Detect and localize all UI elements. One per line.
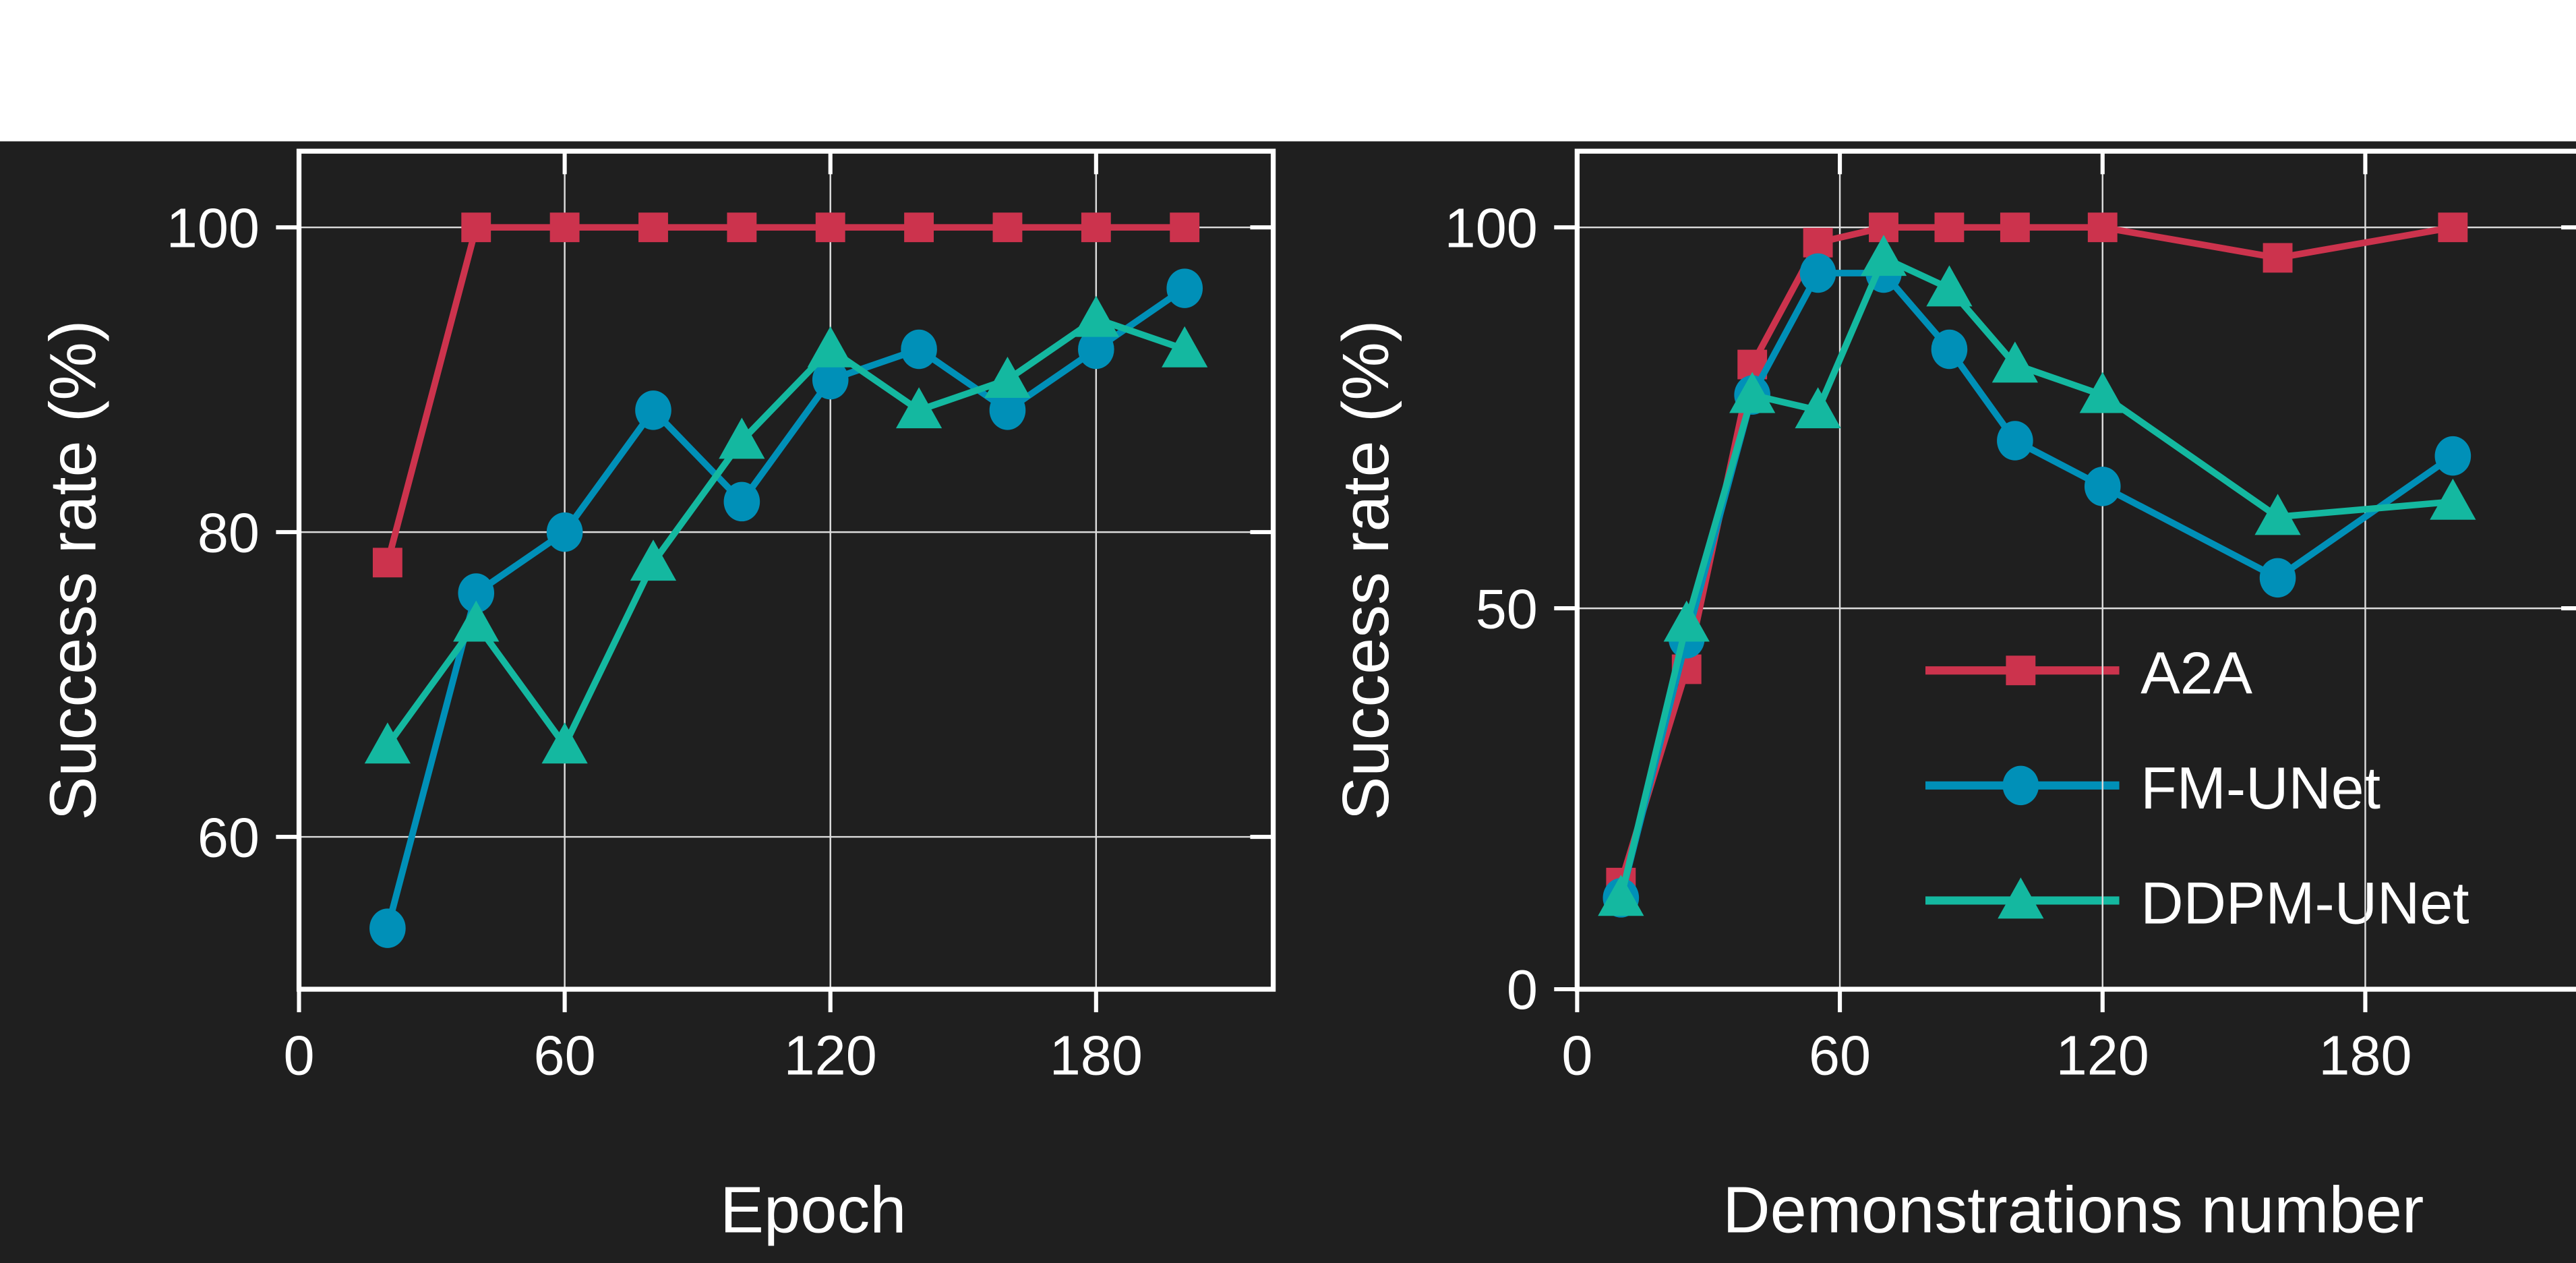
y-tick-label: 60	[198, 806, 260, 869]
data-point	[1598, 875, 1644, 916]
data-point	[815, 212, 845, 243]
data-point	[630, 539, 677, 581]
chart-demonstrations: Success rate (%) Demonstrations number A…	[1329, 148, 2576, 1247]
data-point	[901, 329, 937, 370]
data-point	[1078, 329, 1114, 370]
data-point	[2263, 243, 2293, 273]
data-point	[984, 357, 1031, 398]
data-point	[723, 481, 760, 522]
data-point	[549, 212, 580, 243]
x-tick-label: 120	[784, 1024, 877, 1087]
x-tick-label: 0	[283, 1024, 314, 1087]
y-tick-label: 80	[198, 501, 260, 564]
y-tick-label: 0	[1507, 958, 1538, 1021]
legend-marker	[2002, 765, 2039, 806]
data-point	[1991, 341, 2038, 383]
data-point	[458, 573, 495, 613]
data-point	[719, 417, 765, 459]
data-point	[895, 387, 942, 429]
data-point	[1926, 265, 1973, 307]
data-point	[992, 212, 1023, 243]
data-point	[904, 212, 934, 243]
data-point	[2079, 372, 2126, 413]
data-point	[2434, 436, 2472, 476]
data-point	[727, 212, 757, 243]
data-point	[635, 390, 671, 430]
data-point	[2438, 212, 2468, 243]
ylabel: Success rate (%)	[36, 320, 109, 821]
series-line	[384, 285, 1187, 929]
data-point	[461, 212, 491, 243]
y-tick-label: 100	[167, 196, 260, 259]
xlabel: Epoch	[720, 1173, 906, 1247]
x-tick-label: 0	[1561, 1024, 1592, 1087]
data-point	[2087, 212, 2118, 243]
data-point	[372, 548, 402, 578]
x-tick-label: 180	[1050, 1024, 1143, 1087]
data-point	[1162, 326, 1208, 368]
data-point	[2000, 212, 2030, 243]
data-point	[1997, 421, 2033, 461]
legend-label: FM-UNet	[2140, 755, 2380, 821]
xlabel: Demonstrations number	[1723, 1173, 2424, 1247]
data-point	[1934, 212, 1965, 243]
data-point	[1663, 600, 1710, 642]
data-point	[2430, 478, 2476, 520]
data-point	[638, 212, 668, 243]
data-point	[2254, 494, 2301, 535]
ylabel: Success rate (%)	[1329, 320, 1402, 821]
series-line	[384, 315, 1186, 752]
data-point	[1860, 235, 1907, 276]
dark-background	[0, 141, 2576, 1263]
y-tick-label: 50	[1476, 577, 1538, 640]
data-point	[807, 326, 853, 368]
x-tick-label: 180	[2318, 1024, 2412, 1087]
data-point	[369, 908, 406, 948]
data-point	[1799, 253, 1836, 293]
data-point	[1803, 227, 1833, 258]
top-band	[0, 0, 2576, 142]
data-point	[546, 512, 583, 552]
chart-epoch: Success rate (%) Epoch 0 60 120 180 60 80 100	[36, 148, 1276, 1247]
data-point	[541, 722, 588, 764]
data-point	[2084, 467, 2121, 506]
series-ddpm-unet	[1598, 235, 2476, 916]
legend-label: DDPM-UNet	[2140, 871, 2469, 937]
series-a2a	[372, 212, 1200, 578]
data-point	[453, 600, 500, 642]
data-point	[1081, 212, 1111, 243]
legend-marker	[1998, 877, 2044, 919]
data-point	[2259, 558, 2296, 598]
data-point	[1795, 387, 1841, 429]
data-point	[364, 722, 411, 764]
plot-frame	[1574, 148, 2576, 992]
data-point	[1170, 212, 1200, 243]
plot-frame	[296, 148, 1276, 992]
x-tick-label: 60	[1809, 1024, 1871, 1087]
data-point	[812, 359, 849, 400]
series-line	[1617, 253, 2453, 899]
series-line	[384, 224, 1185, 564]
data-point	[989, 390, 1026, 430]
series-ddpm-unet	[364, 295, 1208, 764]
data-point	[1729, 372, 1776, 413]
legend-label: A2A	[2140, 640, 2252, 706]
y-tick-label: 100	[1445, 196, 1538, 259]
data-point	[1166, 268, 1203, 308]
legend: A2A FM-UNet DDPM-UNet	[1925, 640, 2469, 937]
series-fm-unet	[369, 268, 1203, 948]
data-point	[1931, 329, 1968, 370]
x-tick-label: 120	[2056, 1024, 2149, 1087]
data-point	[1073, 295, 1119, 337]
x-tick-label: 60	[534, 1024, 596, 1087]
legend-marker	[2006, 655, 2036, 686]
